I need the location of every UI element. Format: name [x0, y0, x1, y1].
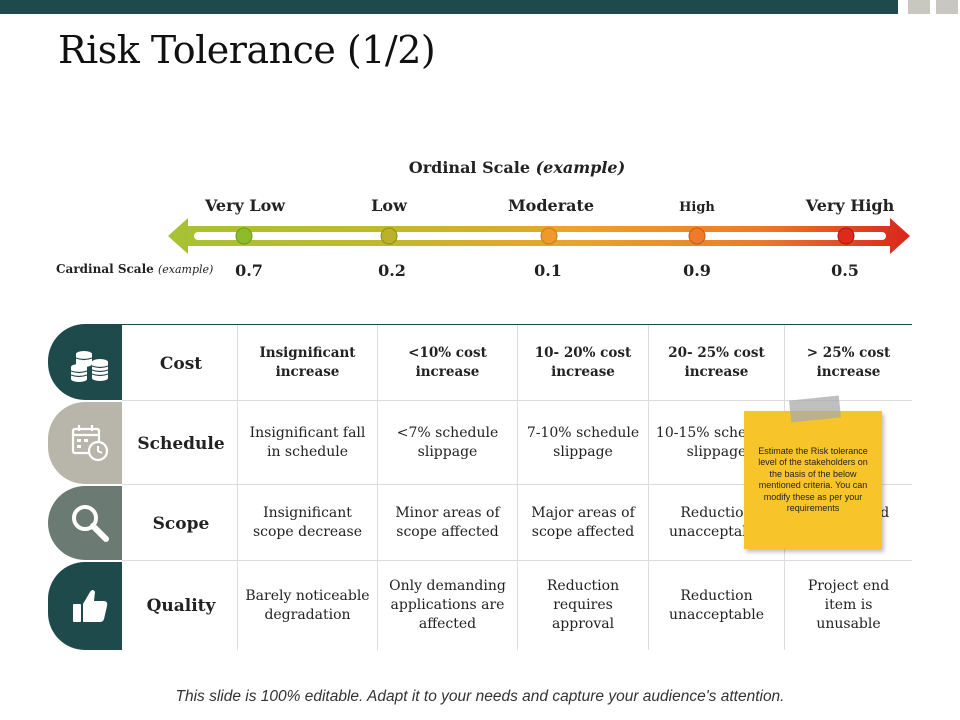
level-marker-low [380, 227, 398, 245]
table-cell: <7% schedule slippage [396, 424, 499, 460]
ordinal-scale-title-suffix: (example) [535, 158, 626, 177]
table-cell: Project end item is unusable [807, 578, 890, 632]
ordinal-scale-title: Ordinal Scale (example) [0, 158, 960, 177]
thumbs-up-icon [73, 590, 108, 622]
corner-square [908, 0, 930, 14]
table-top-border [122, 324, 912, 325]
row-divider [122, 484, 912, 485]
cardinal-value: 0.2 [378, 261, 406, 280]
level-marker-high [688, 227, 706, 245]
cardinal-value: 0.7 [235, 261, 263, 280]
table-cell: Only demanding applications are affected [389, 578, 506, 632]
level-label-moderate: Moderate [507, 196, 595, 215]
table-cell: 20- 25% cost increase [668, 344, 765, 380]
row-label-schedule: Schedule [137, 434, 225, 454]
footer-note: This slide is 100% editable. Adapt it to… [175, 688, 785, 705]
ordinal-scale-arrow [168, 218, 910, 254]
level-label-high: High [679, 200, 715, 215]
row-divider [122, 400, 912, 401]
cardinal-value: 0.1 [534, 261, 562, 280]
scope-row-pill [48, 486, 122, 560]
table-cell: Insignificant increase [259, 344, 356, 380]
quality-row-pill [48, 562, 122, 650]
level-label-very-low: Very Low [204, 196, 286, 215]
sticky-note: Estimate the Risk tolerance level of the… [744, 411, 882, 549]
table-cell: 10- 20% cost increase [534, 344, 632, 380]
row-label-cost: Cost [159, 354, 203, 374]
level-label-low: Low [371, 196, 407, 215]
arrow-track [194, 232, 886, 240]
top-accent-bar [0, 0, 898, 14]
magnifier-icon [72, 505, 109, 542]
table-cell: 7-10% schedule slippage [526, 424, 640, 460]
column-divider [517, 325, 518, 650]
table-cell: Insignificant fall in schedule [249, 424, 366, 460]
level-marker-very-low [235, 227, 253, 245]
table-cell: Reduction unacceptable [668, 587, 764, 623]
table-cell: Major areas of scope affected [531, 504, 635, 540]
table-cell: Insignificant scope decrease [252, 504, 363, 540]
calendar-clock-icon [71, 425, 109, 462]
table-cell: <10% cost increase [408, 344, 487, 380]
table-cell: Reduction unacceptable [668, 504, 764, 540]
schedule-row-pill [48, 402, 122, 484]
column-divider [237, 325, 238, 650]
row-divider [122, 560, 912, 561]
table-cell: > 25% cost increase [806, 344, 891, 380]
column-divider [648, 325, 649, 650]
cardinal-value: 0.9 [683, 261, 711, 280]
coins-icon [70, 351, 109, 382]
ordinal-scale-title-text: Ordinal Scale [408, 158, 530, 177]
table-cell: Reduction requires approval [546, 578, 620, 632]
column-divider [377, 325, 378, 650]
level-label-very-high: Very High [805, 196, 895, 215]
table-cell: Barely noticeable degradation [245, 587, 370, 623]
level-marker-very-high [837, 227, 855, 245]
table-cell: Minor areas of scope affected [395, 504, 500, 540]
cardinal-value: 0.5 [831, 261, 859, 280]
page-title: Risk Tolerance (1/2) [58, 28, 436, 72]
row-label-quality: Quality [146, 596, 216, 616]
level-marker-moderate [540, 227, 558, 245]
row-label-scope: Scope [152, 514, 210, 534]
cardinal-scale-label-text: Cardinal Scale [56, 262, 154, 276]
corner-square [936, 0, 958, 14]
cost-row-pill [48, 324, 122, 400]
cardinal-scale-label: Cardinal Scale (example) [56, 262, 213, 276]
cardinal-scale-label-suffix: (example) [157, 263, 214, 276]
